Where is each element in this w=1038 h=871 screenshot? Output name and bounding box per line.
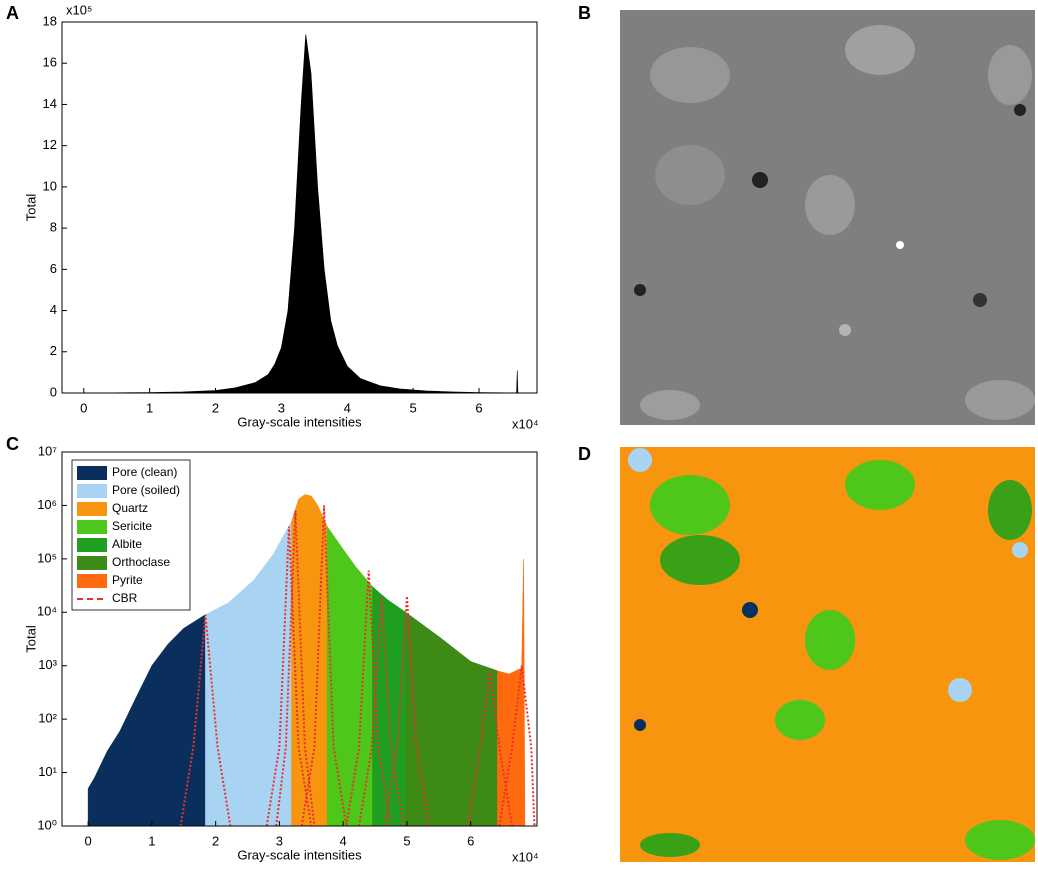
y-tick-label: 18 — [43, 13, 57, 28]
x-tick-label: 5 — [403, 833, 410, 848]
panel-label: A — [6, 3, 19, 23]
segmented-image — [620, 447, 1035, 862]
cbr-curve — [383, 596, 431, 827]
x-tick-label: 0 — [80, 400, 87, 415]
area — [83, 34, 519, 394]
cbr-curve — [179, 614, 232, 827]
y-tick-label: 14 — [43, 96, 57, 111]
y-tick-label: 10⁵ — [37, 550, 57, 565]
y-tick-label: 16 — [43, 55, 57, 70]
plot-frame — [61, 21, 538, 394]
x-tick-label: 5 — [410, 400, 417, 415]
y-tick-label: 10⁷ — [38, 443, 57, 458]
legend-label: CBR — [112, 591, 138, 605]
x-tick-label: 1 — [146, 400, 153, 415]
x-tick-label: 2 — [212, 833, 219, 848]
ct-image — [620, 10, 1035, 425]
x-tick-label: 2 — [212, 400, 219, 415]
legend-swatch — [77, 538, 107, 552]
area — [205, 520, 292, 827]
cbr-curve — [345, 570, 392, 827]
legend-swatch — [77, 484, 107, 498]
panel-label: D — [578, 444, 591, 464]
y-tick-label: 10⁰ — [37, 817, 57, 832]
legend-label: Pyrite — [112, 573, 143, 587]
x-tick-label: 3 — [278, 400, 285, 415]
area — [497, 558, 526, 827]
x-unit-label: x10⁴ — [512, 416, 539, 431]
cbr-curve — [466, 670, 514, 827]
y-tick-label: 10² — [38, 711, 57, 726]
cbr-curve — [265, 526, 313, 827]
x-axis-title: Gray-scale intensities — [237, 847, 362, 862]
legend-swatch — [77, 574, 107, 588]
panel-label: C — [6, 434, 19, 454]
x-tick-label: 6 — [467, 833, 474, 848]
legend-label: Sericite — [112, 519, 152, 533]
cbr-curve — [498, 665, 536, 827]
legend-swatch — [77, 502, 107, 516]
y-tick-label: 4 — [50, 302, 57, 317]
legend-swatch — [77, 556, 107, 570]
legend-label: Albite — [112, 537, 142, 551]
x-tick-label: 3 — [276, 833, 283, 848]
y-tick-label: 8 — [50, 220, 57, 235]
x-tick-label: 4 — [344, 400, 351, 415]
legend-swatch — [77, 466, 107, 480]
y-tick-label: 0 — [50, 384, 57, 399]
y-tick-label: 2 — [50, 343, 57, 358]
legend-swatch — [77, 520, 107, 534]
cbr-curve — [275, 510, 316, 827]
x-axis-title: Gray-scale intensities — [237, 414, 362, 429]
y-tick-label: 6 — [50, 261, 57, 276]
y-tick-label: 10⁴ — [37, 604, 57, 619]
legend-label: Pore (clean) — [112, 465, 177, 479]
x-tick-label: 6 — [475, 400, 482, 415]
cbr-curve — [300, 505, 348, 827]
legend-label: Orthoclase — [112, 555, 170, 569]
area — [87, 614, 206, 827]
x-tick-label: 4 — [340, 833, 347, 848]
x-tick-label: 0 — [85, 833, 92, 848]
legend-label: Pore (soiled) — [112, 483, 180, 497]
y-tick-label: 10⁶ — [37, 497, 57, 512]
y-tick-label: 10³ — [38, 657, 57, 672]
y-tick-label: 12 — [43, 137, 57, 152]
plot-frame — [61, 451, 538, 827]
y-axis-title: Total — [23, 625, 38, 653]
y-axis-title: Total — [23, 194, 38, 222]
y-tick-label: 10 — [43, 178, 57, 193]
x-tick-label: 1 — [148, 833, 155, 848]
legend-label: Quartz — [112, 501, 148, 515]
x-unit-label: x10⁴ — [512, 849, 539, 864]
y-tick-label: 10¹ — [38, 764, 57, 779]
cbr-curve — [358, 596, 405, 827]
y-unit-label: x10⁵ — [66, 2, 92, 17]
panel-label: B — [578, 3, 591, 23]
